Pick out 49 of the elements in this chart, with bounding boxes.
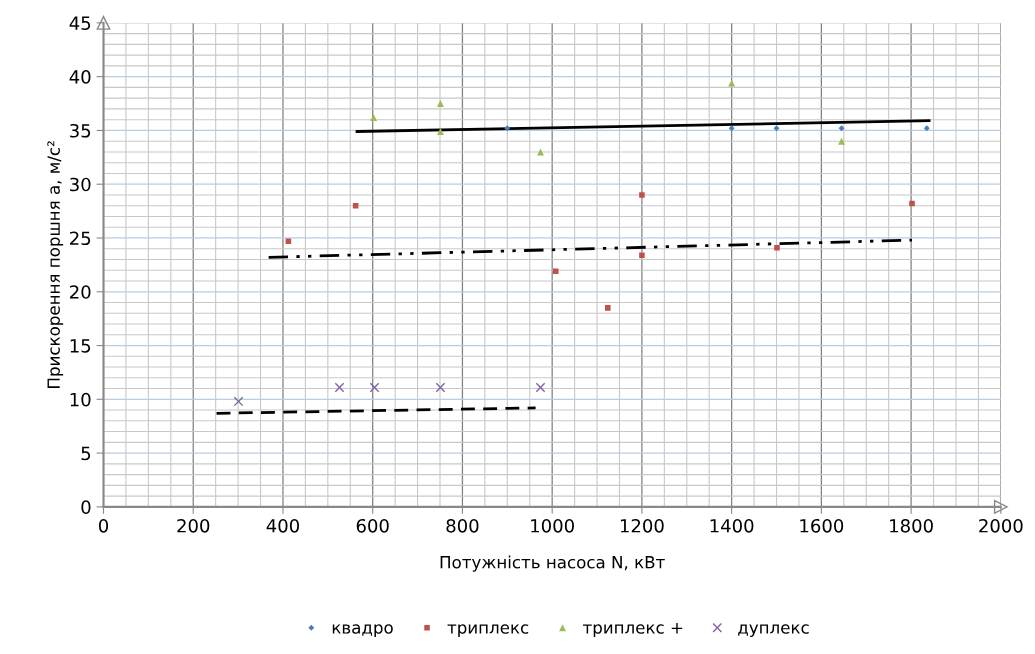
y-tick-label: 15 bbox=[70, 339, 91, 353]
legend-label: триплекс bbox=[447, 624, 529, 638]
y-axis-title: Прискорення поршня a, м/с² bbox=[47, 141, 64, 388]
point bbox=[436, 100, 444, 108]
x-tick-label: 2000 bbox=[979, 518, 1023, 533]
point bbox=[370, 114, 378, 121]
y-tick-label: 30 bbox=[70, 177, 91, 192]
point bbox=[773, 125, 780, 132]
point bbox=[605, 305, 611, 311]
y-tick-label: 20 bbox=[70, 285, 91, 299]
point bbox=[639, 192, 645, 198]
legend-label: квадро bbox=[332, 624, 393, 638]
x-tick-label: 1200 bbox=[620, 518, 664, 533]
y-tick-label: 40 bbox=[69, 70, 91, 84]
x-tick-label: 1800 bbox=[890, 518, 933, 533]
x-tick-label: 400 bbox=[266, 518, 299, 533]
point bbox=[436, 128, 444, 135]
point bbox=[639, 252, 645, 258]
point bbox=[334, 382, 345, 393]
point bbox=[537, 148, 544, 156]
y-tick-label: 25 bbox=[70, 231, 91, 246]
y-tick-label: 35 bbox=[70, 123, 91, 138]
x-tick-label: 1000 bbox=[531, 518, 574, 533]
y-tick-label: 45 bbox=[69, 16, 91, 31]
y-tick-label: 0 bbox=[81, 500, 91, 514]
x-axis-title: Потужність насоса N, кВт bbox=[440, 555, 665, 572]
point bbox=[909, 200, 915, 207]
x-tick-label: 1400 bbox=[710, 518, 754, 533]
x-tick-label: 800 bbox=[446, 518, 479, 533]
point bbox=[923, 125, 930, 132]
point bbox=[233, 396, 244, 407]
point bbox=[728, 79, 736, 87]
x-tick-label: 1600 bbox=[800, 518, 844, 533]
legend-label: дуплекс bbox=[738, 624, 809, 638]
x-tick-label: 600 bbox=[356, 518, 389, 533]
point bbox=[369, 382, 380, 393]
point bbox=[535, 382, 546, 393]
point bbox=[774, 244, 780, 251]
point bbox=[838, 137, 846, 145]
point bbox=[435, 382, 446, 393]
point bbox=[552, 268, 559, 275]
legend-label: триплекс + bbox=[583, 623, 683, 638]
point bbox=[838, 125, 845, 132]
x-tick-label: 0 bbox=[98, 518, 109, 533]
point bbox=[728, 125, 735, 132]
x-tick-label: 200 bbox=[177, 518, 210, 533]
y-tick-label: 10 bbox=[70, 392, 91, 407]
point bbox=[285, 238, 292, 244]
y-tick-label: 5 bbox=[81, 446, 91, 461]
